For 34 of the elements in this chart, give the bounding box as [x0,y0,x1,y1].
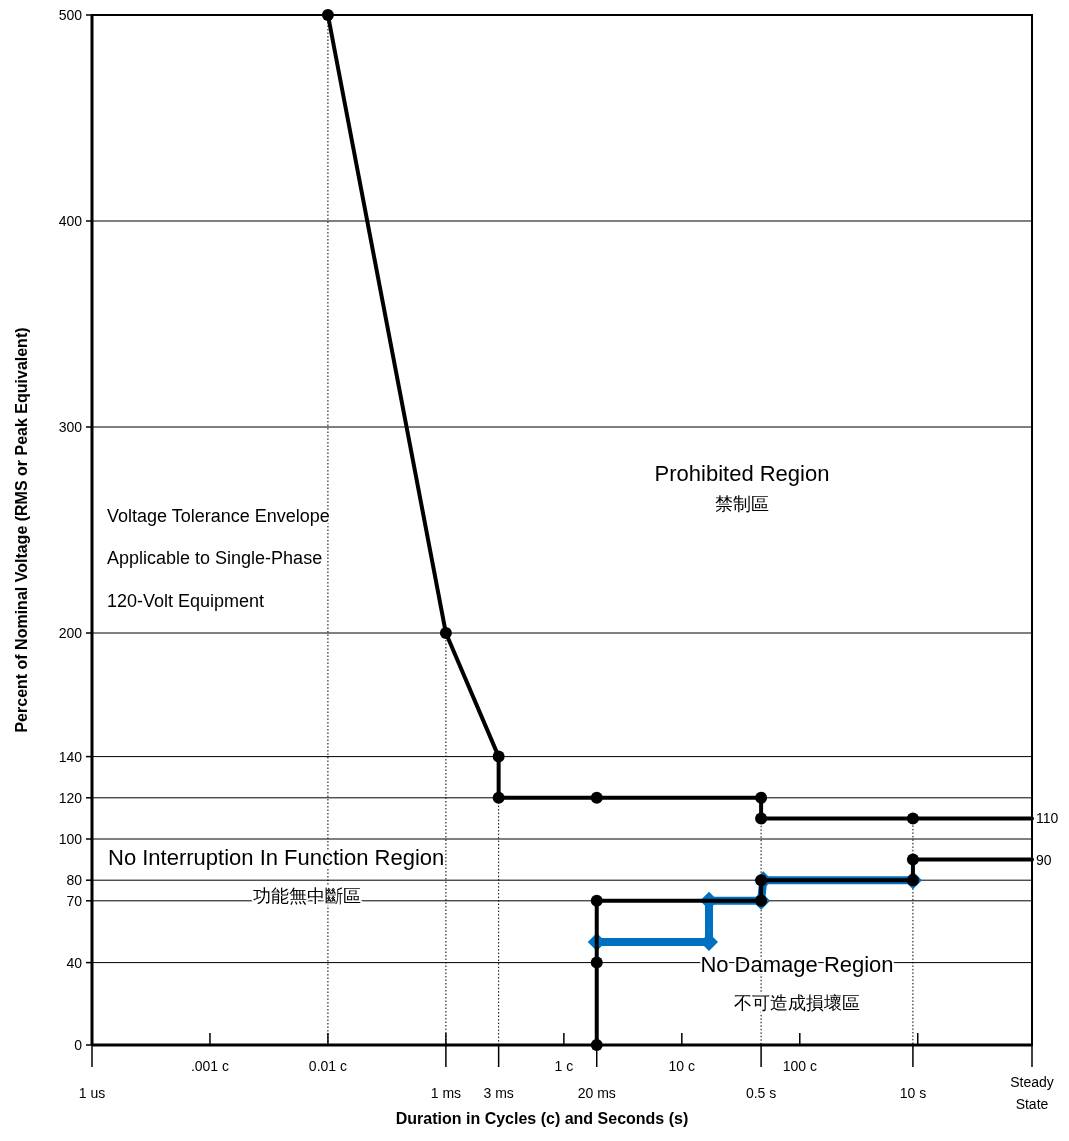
y-tick-label: 400 [58,212,83,229]
y-tick-label: 120 [58,789,83,806]
y-tick-label: 500 [58,6,83,23]
y-tick-label: 140 [58,748,83,765]
annotation: 120-Volt Equipment [107,591,265,611]
ref-line-label: 20 ms [577,1085,616,1101]
x-tick-label: 0.01 c [308,1058,347,1074]
x-tick-label: .001 c [190,1058,230,1074]
y-axis-title: Percent of Nominal Voltage (RMS or Peak Equivalent) [13,327,30,733]
ref-line-label: 1 us [78,1085,106,1101]
y-tick-label: 200 [58,624,83,641]
x-tick-label: 100 c [782,1058,817,1074]
annotation: 90 [1036,851,1052,868]
x-axis-title: Duration in Cycles (c) and Seconds (s) [395,1110,689,1127]
ref-line-label: Steady State [1010,1074,1054,1112]
annotation: Voltage Tolerance Envelope [107,506,330,526]
y-tick-label: 70 [66,892,83,909]
y-tick-label: 40 [66,954,83,971]
x-tick-label: 10 c [668,1058,696,1074]
ref-line-label: 10 s [899,1085,927,1101]
ref-line-label: 1 ms [430,1085,462,1101]
y-tick-label: 0 [74,1036,83,1053]
annotation: 110 [1036,810,1059,827]
y-tick-label: 300 [58,418,83,435]
annotation: Prohibited Region [654,461,830,486]
ref-line-label: 3 ms [483,1085,514,1101]
annotation: 禁制區 [715,494,769,514]
y-tick-label: 100 [58,830,83,847]
annotation: 不可造成損壞區 [734,993,860,1013]
annotation: Applicable to Single-Phase [107,548,323,568]
annotation: No Interruption In Function Region [108,845,445,870]
ref-line-label: 0.5 s [745,1085,777,1101]
x-tick-label: 1 c [554,1058,574,1074]
y-tick-label: 80 [66,872,83,889]
